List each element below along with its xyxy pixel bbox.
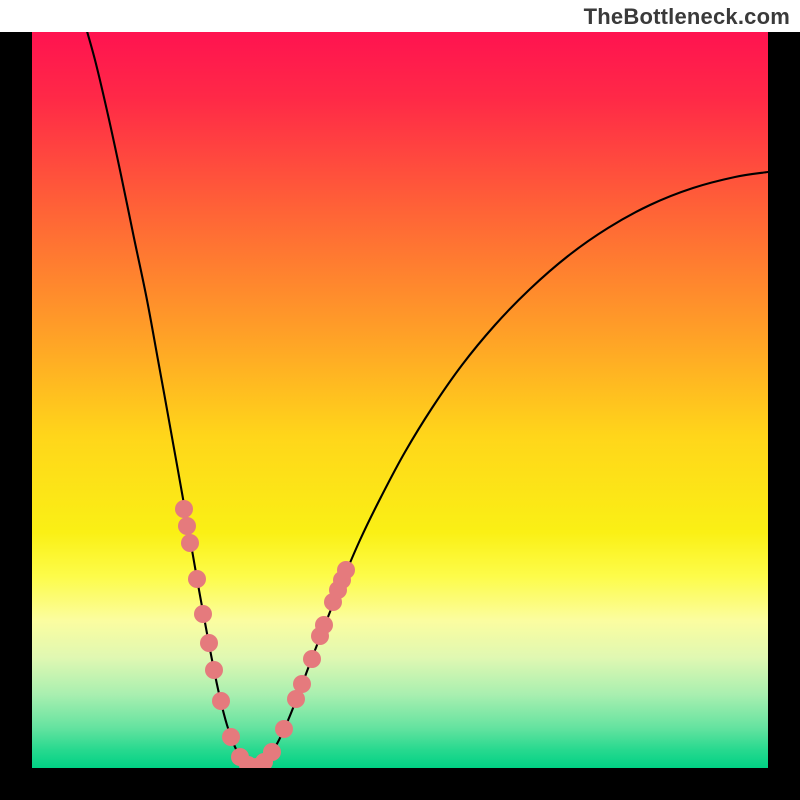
data-marker xyxy=(205,661,223,679)
data-marker xyxy=(275,720,293,738)
chart-container: TheBottleneck.com xyxy=(0,0,800,800)
frame-right xyxy=(768,32,800,800)
data-marker xyxy=(175,500,193,518)
data-marker xyxy=(194,605,212,623)
data-marker xyxy=(337,561,355,579)
data-marker xyxy=(303,650,321,668)
data-marker xyxy=(315,616,333,634)
data-marker xyxy=(263,743,281,761)
data-marker xyxy=(181,534,199,552)
frame-bottom xyxy=(0,768,800,800)
bottleneck-chart xyxy=(0,0,800,800)
data-marker xyxy=(293,675,311,693)
watermark-text: TheBottleneck.com xyxy=(584,4,790,30)
data-marker xyxy=(178,517,196,535)
data-marker xyxy=(188,570,206,588)
data-marker xyxy=(212,692,230,710)
data-marker xyxy=(200,634,218,652)
plot-background xyxy=(32,32,768,768)
frame-left xyxy=(0,32,32,800)
data-marker xyxy=(222,728,240,746)
